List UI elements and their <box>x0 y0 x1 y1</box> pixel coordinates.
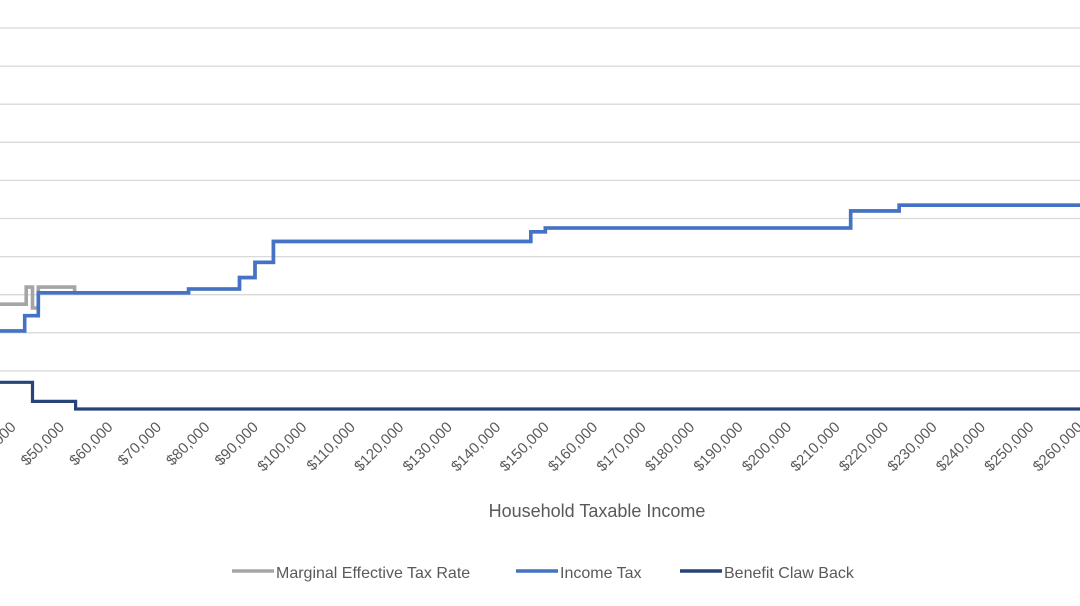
legend-item: Benefit Claw Back <box>680 565 855 582</box>
x-tick-label: $160,000 <box>545 419 601 475</box>
legend-label: Benefit Claw Back <box>724 565 855 582</box>
x-tick-label: $170,000 <box>593 419 649 475</box>
x-tick-label: $50,000 <box>18 419 68 469</box>
x-tick-label: $250,000 <box>981 419 1037 475</box>
x-tick-label: $100,000 <box>254 419 310 475</box>
legend: Marginal Effective Tax Rate Income Tax Ben… <box>232 565 855 582</box>
x-tick-label: $230,000 <box>884 419 940 475</box>
x-tick-labels: $40,000$50,000$60,000$70,000$80,000$90,0… <box>0 419 1080 475</box>
legend-label: Marginal Effective Tax Rate <box>276 565 470 582</box>
legend-item: Income Tax <box>516 565 642 582</box>
x-tick-label: $120,000 <box>351 419 407 475</box>
x-tick-label: $180,000 <box>642 419 698 475</box>
x-tick-label: $190,000 <box>690 419 746 475</box>
legend-label: Income Tax <box>560 565 642 582</box>
x-tick-label: $40,000 <box>0 419 20 469</box>
x-tick-label: $110,000 <box>303 419 358 474</box>
x-tick-label: $130,000 <box>400 419 456 475</box>
x-tick-label: $240,000 <box>933 419 989 475</box>
x-tick-label: $210,000 <box>787 419 843 475</box>
x-tick-label: $140,000 <box>448 419 504 475</box>
x-tick-label: $200,000 <box>739 419 795 475</box>
x-tick-label: $220,000 <box>836 419 892 475</box>
series-income-tax-line <box>0 203 1080 333</box>
x-tick-label: $150,000 <box>496 419 552 475</box>
x-tick-label: $260,000 <box>1030 419 1080 475</box>
x-axis-title: Household Taxable Income <box>489 501 706 521</box>
x-tick-label: $60,000 <box>66 419 116 469</box>
x-tick-label: $80,000 <box>163 419 213 469</box>
x-tick-label: $70,000 <box>115 419 165 469</box>
gridlines <box>0 27 1080 372</box>
legend-item: Marginal Effective Tax Rate <box>232 565 470 582</box>
series-benefit-claw-back-line <box>0 380 1080 411</box>
series-layer <box>0 203 1080 411</box>
